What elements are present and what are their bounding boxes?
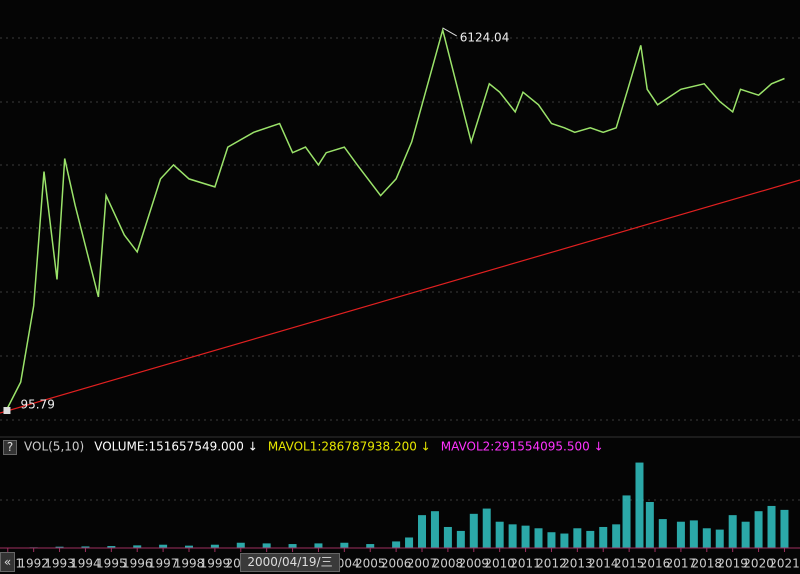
volume-bar <box>443 526 452 548</box>
cursor-date: 2000/04/19/三 <box>240 553 340 572</box>
indicator-label: VOL(5,10) <box>24 440 84 454</box>
scroll-button[interactable]: « <box>0 552 15 572</box>
volume-bar <box>366 544 375 548</box>
volume-bar <box>107 546 116 548</box>
volume-bar <box>599 526 608 548</box>
volume-bar <box>469 513 478 548</box>
volume-bar <box>658 519 667 548</box>
volume-bar <box>689 520 698 548</box>
indicator-label: MAVOL1:286787938.200 ↓ <box>268 440 431 454</box>
volume-bar <box>430 511 439 548</box>
x-tick-label: 2014 <box>588 557 619 571</box>
volume-bar <box>622 495 631 548</box>
x-tick-label: 2012 <box>536 557 567 571</box>
low-label: 95.79 <box>20 398 54 412</box>
volume-bar <box>780 509 789 548</box>
x-tick-label: 1993 <box>44 557 75 571</box>
trend-line <box>0 179 800 414</box>
x-tick-label: 2009 <box>459 557 490 571</box>
volume-bar <box>236 542 245 548</box>
high-pointer <box>442 27 457 37</box>
x-tick-label: 1998 <box>174 557 205 571</box>
x-tick-label: 2018 <box>692 557 723 571</box>
x-tick-label: 1995 <box>96 557 127 571</box>
high-label: 6124.04 <box>460 30 510 44</box>
volume-bar <box>586 530 595 548</box>
volume-bar <box>547 532 556 548</box>
volume-bar <box>645 502 654 548</box>
volume-bar <box>702 528 711 548</box>
low-marker <box>3 407 11 415</box>
x-tick-label: 2005 <box>355 557 386 571</box>
volume-bar <box>55 546 64 548</box>
volume-bar <box>741 521 750 548</box>
price-line <box>5 27 785 411</box>
x-tick-label: 2010 <box>484 557 515 571</box>
volume-bar <box>715 529 724 548</box>
volume-bar <box>612 524 621 548</box>
volume-bar <box>405 537 414 548</box>
volume-bar <box>728 515 737 548</box>
indicator-label: MAVOL2:291554095.500 ↓ <box>441 440 604 454</box>
volume-bar <box>508 524 517 548</box>
volume-bar <box>560 533 569 548</box>
volume-bar <box>184 545 193 548</box>
volume-bar <box>418 515 427 548</box>
price-grid <box>0 37 800 501</box>
volume-bar <box>534 528 543 548</box>
volume-bar <box>635 462 644 548</box>
volume-bar <box>133 545 142 548</box>
indicator-label: VOLUME:151657549.000 ↓ <box>94 440 258 454</box>
volume-bar <box>573 528 582 548</box>
x-tick-label: 1997 <box>148 557 179 571</box>
volume-bar <box>521 525 530 548</box>
help-button[interactable]: ? <box>3 440 17 455</box>
x-tick-label: 1996 <box>122 557 153 571</box>
x-tick-label: 2020 <box>743 557 774 571</box>
x-tick-label: 2016 <box>640 557 671 571</box>
x-tick-label: 2011 <box>510 557 541 571</box>
x-tick-label: 2006 <box>381 557 412 571</box>
volume-bar <box>754 511 763 548</box>
x-tick-label: 2019 <box>717 557 748 571</box>
x-tick-label: 2013 <box>562 557 593 571</box>
volume-bar <box>456 530 465 548</box>
x-tick-label: 2008 <box>433 557 464 571</box>
volume-bar <box>392 541 401 548</box>
x-tick-label: 2017 <box>666 557 697 571</box>
volume-bar <box>81 546 90 548</box>
volume-bar <box>676 521 685 548</box>
volume-bar <box>210 544 219 548</box>
volume-bar <box>767 505 776 548</box>
x-tick-label: 2021 <box>769 557 800 571</box>
volume-bar <box>495 521 504 548</box>
x-tick-label: 1992 <box>18 557 49 571</box>
volume-bar <box>340 542 349 548</box>
x-tick-label: 2015 <box>614 557 645 571</box>
x-tick-label: 1999 <box>200 557 231 571</box>
volume-bar <box>262 543 271 548</box>
volume-bar <box>314 543 323 548</box>
x-tick-label: 2007 <box>407 557 438 571</box>
volume-bar <box>288 544 297 548</box>
volume-bar <box>482 508 491 548</box>
x-tick-label: 1994 <box>70 557 101 571</box>
volume-bar <box>159 544 168 548</box>
